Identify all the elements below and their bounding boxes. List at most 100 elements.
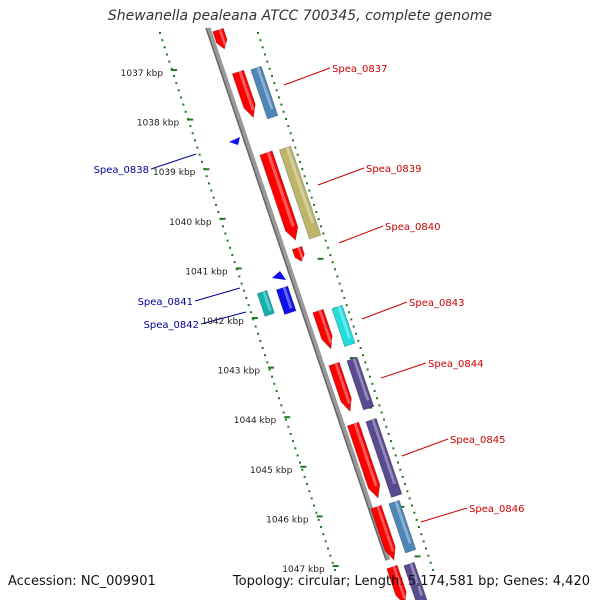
track-dot [413, 511, 416, 514]
gene-spea-0843-shine [318, 309, 333, 344]
track-dot [394, 454, 397, 457]
gene-features [212, 27, 428, 600]
kbp-labels: 1037 kbp 1038 kbp 1039 kbp 1040 kbp 1041 kbp… [121, 69, 325, 575]
gene-spea-0845-b [365, 417, 403, 499]
gene-label-spea-0846: Spea_0846 [469, 504, 524, 515]
track-dot [261, 46, 264, 49]
track-dot [215, 203, 217, 206]
gene-label-spea-0837: Spea_0837 [332, 64, 387, 75]
track-dot [313, 203, 315, 206]
gene-spea-0846-shine [376, 505, 395, 552]
track-dot [376, 397, 378, 400]
leader-line [317, 167, 365, 186]
gene-label-spea-0842: Spea_0842 [144, 320, 199, 331]
gene-spea-0844-shine [334, 362, 351, 405]
track-dot [259, 39, 262, 42]
gene-next-red-shape [386, 564, 407, 600]
gene-spea-0844 [328, 361, 352, 413]
track-dot [387, 432, 390, 435]
track-dot [231, 253, 234, 256]
track-dot [392, 447, 395, 450]
track-dot [310, 497, 313, 500]
gene-spea-0837-shine [238, 70, 255, 111]
track-dot [338, 282, 341, 285]
gene-next-red [386, 564, 407, 600]
gene-spea-0839-shine [266, 151, 295, 227]
track-dot [366, 368, 369, 371]
gene-label-spea-0840: Spea_0840 [385, 222, 440, 233]
track-dot [222, 225, 224, 228]
track-dot [313, 504, 315, 507]
track-dot [317, 518, 320, 521]
track-dot [266, 361, 269, 364]
topology-text: Topology: circular; Length: 5,174,581 bp… [232, 574, 590, 589]
inner-tick-track [159, 32, 336, 571]
track-dot [212, 196, 215, 199]
kbp-label: 1045 kbp [250, 466, 293, 476]
track-dot [432, 569, 434, 571]
track-dot [280, 404, 283, 407]
gene-spea-0844-b-shape [346, 356, 375, 411]
track-dot [429, 561, 432, 564]
track-dot [359, 347, 362, 350]
track-dot [320, 225, 322, 228]
track-dot [343, 296, 346, 299]
track-dot [331, 261, 334, 264]
kbp-label: 1043 kbp [218, 367, 261, 377]
track-dot [303, 475, 306, 478]
track-dot [170, 67, 173, 70]
track-dot [273, 382, 276, 385]
track-dot [380, 411, 383, 414]
track-dot [168, 60, 171, 63]
track-dot [205, 175, 208, 178]
gene-spea-0839-b-shape [278, 145, 322, 240]
gene-spea-0837-shape [231, 69, 256, 119]
track-dot [404, 483, 406, 486]
track-dot [294, 447, 297, 450]
track-dot [177, 89, 180, 92]
track-dot [373, 390, 376, 392]
track-dot [320, 526, 322, 529]
gene-prev-red [212, 27, 228, 50]
gene-spea-0841 [256, 289, 275, 317]
track-dot [280, 103, 283, 106]
tick-tracks [159, 32, 434, 571]
gene-spea-0841-shape [256, 289, 275, 317]
gene-spea-0846-shape [370, 504, 396, 561]
track-dot [324, 239, 327, 242]
track-dot [418, 526, 420, 529]
track-dot [289, 432, 292, 435]
track-dot [182, 103, 185, 106]
track-dot [390, 440, 392, 443]
track-dot [252, 318, 255, 321]
track-dot [201, 160, 203, 163]
track-dot [268, 67, 271, 70]
track-dot [371, 382, 374, 385]
track-dot [427, 554, 430, 557]
gene-spea-0842-shine [282, 286, 293, 309]
gene-spea-0845-b-shape [365, 417, 403, 499]
kbp-label: 1040 kbp [169, 218, 212, 228]
track-dot [294, 146, 297, 149]
track-dot [210, 189, 213, 192]
kbp-label: 1039 kbp [153, 168, 196, 178]
track-dot [257, 332, 259, 335]
track-dot [296, 454, 299, 457]
gene-spea-0842 [275, 285, 297, 316]
track-dot [271, 375, 273, 378]
gene-spea-0838 [229, 137, 240, 145]
gene-spea-0845 [346, 421, 381, 499]
track-dot [208, 182, 210, 185]
leader-line [194, 287, 241, 302]
gene-spea-0843-b-shape [331, 304, 356, 348]
track-dot [355, 332, 357, 335]
track-dot [264, 53, 266, 56]
track-dot [317, 218, 320, 221]
gene-spea-0845-shape [346, 421, 381, 499]
track-dot [194, 139, 196, 142]
outer-tick-track [257, 32, 434, 571]
track-dot [383, 418, 385, 421]
track-dot [289, 132, 292, 135]
track-dot [243, 289, 245, 292]
track-dot [245, 296, 248, 299]
